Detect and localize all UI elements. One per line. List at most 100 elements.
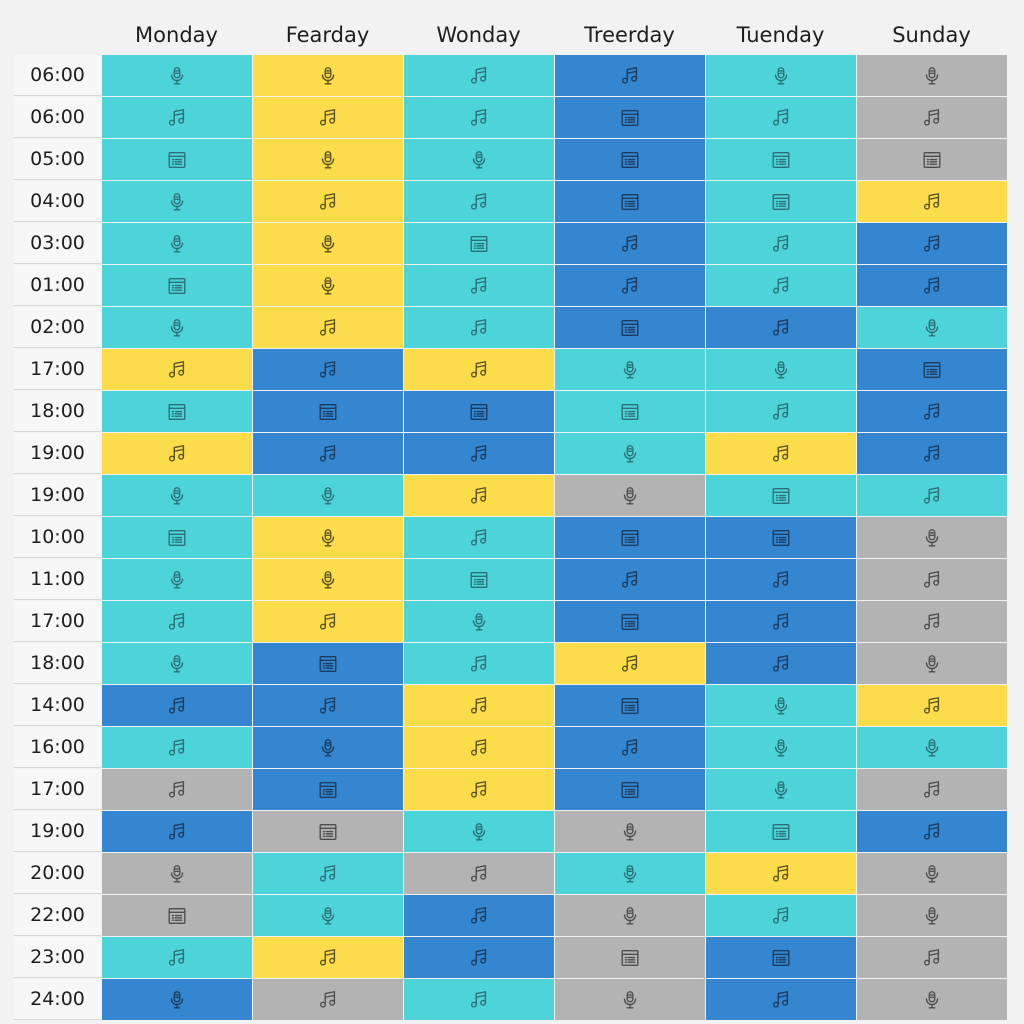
schedule-cell[interactable] bbox=[857, 937, 1007, 978]
schedule-cell[interactable] bbox=[706, 391, 856, 432]
schedule-cell[interactable] bbox=[555, 391, 705, 432]
schedule-cell[interactable] bbox=[857, 391, 1007, 432]
schedule-cell[interactable] bbox=[253, 97, 403, 138]
schedule-cell[interactable] bbox=[102, 769, 252, 810]
schedule-cell[interactable] bbox=[555, 937, 705, 978]
schedule-cell[interactable] bbox=[857, 685, 1007, 726]
schedule-cell[interactable] bbox=[102, 601, 252, 642]
schedule-cell[interactable] bbox=[253, 181, 403, 222]
schedule-cell[interactable] bbox=[404, 517, 554, 558]
schedule-cell[interactable] bbox=[253, 391, 403, 432]
schedule-cell[interactable] bbox=[706, 769, 856, 810]
schedule-cell[interactable] bbox=[404, 181, 554, 222]
schedule-cell[interactable] bbox=[706, 559, 856, 600]
schedule-cell[interactable] bbox=[404, 601, 554, 642]
schedule-cell[interactable] bbox=[706, 97, 856, 138]
schedule-cell[interactable] bbox=[404, 937, 554, 978]
schedule-cell[interactable] bbox=[857, 559, 1007, 600]
schedule-cell[interactable] bbox=[555, 55, 705, 96]
schedule-cell[interactable] bbox=[555, 643, 705, 684]
schedule-cell[interactable] bbox=[404, 307, 554, 348]
schedule-cell[interactable] bbox=[555, 601, 705, 642]
schedule-cell[interactable] bbox=[555, 727, 705, 768]
schedule-cell[interactable] bbox=[857, 895, 1007, 936]
schedule-cell[interactable] bbox=[253, 853, 403, 894]
schedule-cell[interactable] bbox=[404, 811, 554, 852]
schedule-cell[interactable] bbox=[857, 139, 1007, 180]
schedule-cell[interactable] bbox=[706, 895, 856, 936]
schedule-cell[interactable] bbox=[102, 223, 252, 264]
schedule-cell[interactable] bbox=[555, 433, 705, 474]
schedule-cell[interactable] bbox=[706, 937, 856, 978]
schedule-cell[interactable] bbox=[253, 139, 403, 180]
schedule-cell[interactable] bbox=[102, 727, 252, 768]
schedule-cell[interactable] bbox=[102, 55, 252, 96]
schedule-cell[interactable] bbox=[404, 391, 554, 432]
schedule-cell[interactable] bbox=[253, 55, 403, 96]
schedule-cell[interactable] bbox=[555, 97, 705, 138]
schedule-cell[interactable] bbox=[253, 475, 403, 516]
schedule-cell[interactable] bbox=[857, 265, 1007, 306]
schedule-cell[interactable] bbox=[102, 979, 252, 1020]
schedule-cell[interactable] bbox=[404, 853, 554, 894]
schedule-cell[interactable] bbox=[253, 517, 403, 558]
schedule-cell[interactable] bbox=[706, 181, 856, 222]
schedule-cell[interactable] bbox=[857, 811, 1007, 852]
schedule-cell[interactable] bbox=[857, 307, 1007, 348]
schedule-cell[interactable] bbox=[857, 517, 1007, 558]
schedule-cell[interactable] bbox=[706, 643, 856, 684]
schedule-cell[interactable] bbox=[404, 643, 554, 684]
schedule-cell[interactable] bbox=[253, 223, 403, 264]
schedule-cell[interactable] bbox=[253, 433, 403, 474]
schedule-cell[interactable] bbox=[102, 559, 252, 600]
schedule-cell[interactable] bbox=[253, 643, 403, 684]
schedule-cell[interactable] bbox=[857, 853, 1007, 894]
schedule-cell[interactable] bbox=[102, 349, 252, 390]
schedule-cell[interactable] bbox=[404, 895, 554, 936]
schedule-cell[interactable] bbox=[555, 685, 705, 726]
schedule-cell[interactable] bbox=[555, 979, 705, 1020]
schedule-cell[interactable] bbox=[253, 895, 403, 936]
schedule-cell[interactable] bbox=[404, 769, 554, 810]
schedule-cell[interactable] bbox=[404, 97, 554, 138]
schedule-cell[interactable] bbox=[555, 475, 705, 516]
schedule-cell[interactable] bbox=[857, 769, 1007, 810]
schedule-cell[interactable] bbox=[102, 643, 252, 684]
schedule-cell[interactable] bbox=[706, 223, 856, 264]
schedule-cell[interactable] bbox=[857, 475, 1007, 516]
schedule-cell[interactable] bbox=[555, 559, 705, 600]
schedule-cell[interactable] bbox=[404, 139, 554, 180]
schedule-cell[interactable] bbox=[253, 811, 403, 852]
schedule-cell[interactable] bbox=[102, 139, 252, 180]
schedule-cell[interactable] bbox=[253, 307, 403, 348]
schedule-cell[interactable] bbox=[706, 55, 856, 96]
schedule-cell[interactable] bbox=[102, 811, 252, 852]
schedule-cell[interactable] bbox=[102, 685, 252, 726]
schedule-cell[interactable] bbox=[857, 181, 1007, 222]
schedule-cell[interactable] bbox=[857, 643, 1007, 684]
schedule-cell[interactable] bbox=[253, 727, 403, 768]
schedule-cell[interactable] bbox=[706, 139, 856, 180]
schedule-cell[interactable] bbox=[706, 601, 856, 642]
schedule-cell[interactable] bbox=[102, 97, 252, 138]
schedule-cell[interactable] bbox=[404, 55, 554, 96]
schedule-cell[interactable] bbox=[253, 937, 403, 978]
schedule-cell[interactable] bbox=[253, 685, 403, 726]
schedule-cell[interactable] bbox=[857, 601, 1007, 642]
schedule-cell[interactable] bbox=[555, 265, 705, 306]
schedule-cell[interactable] bbox=[857, 55, 1007, 96]
schedule-cell[interactable] bbox=[404, 727, 554, 768]
schedule-cell[interactable] bbox=[404, 979, 554, 1020]
schedule-cell[interactable] bbox=[555, 307, 705, 348]
schedule-cell[interactable] bbox=[857, 433, 1007, 474]
schedule-cell[interactable] bbox=[404, 223, 554, 264]
schedule-cell[interactable] bbox=[102, 475, 252, 516]
schedule-cell[interactable] bbox=[706, 517, 856, 558]
schedule-cell[interactable] bbox=[706, 265, 856, 306]
schedule-cell[interactable] bbox=[404, 559, 554, 600]
schedule-cell[interactable] bbox=[404, 475, 554, 516]
schedule-cell[interactable] bbox=[555, 769, 705, 810]
schedule-cell[interactable] bbox=[555, 811, 705, 852]
schedule-cell[interactable] bbox=[706, 349, 856, 390]
schedule-cell[interactable] bbox=[706, 307, 856, 348]
